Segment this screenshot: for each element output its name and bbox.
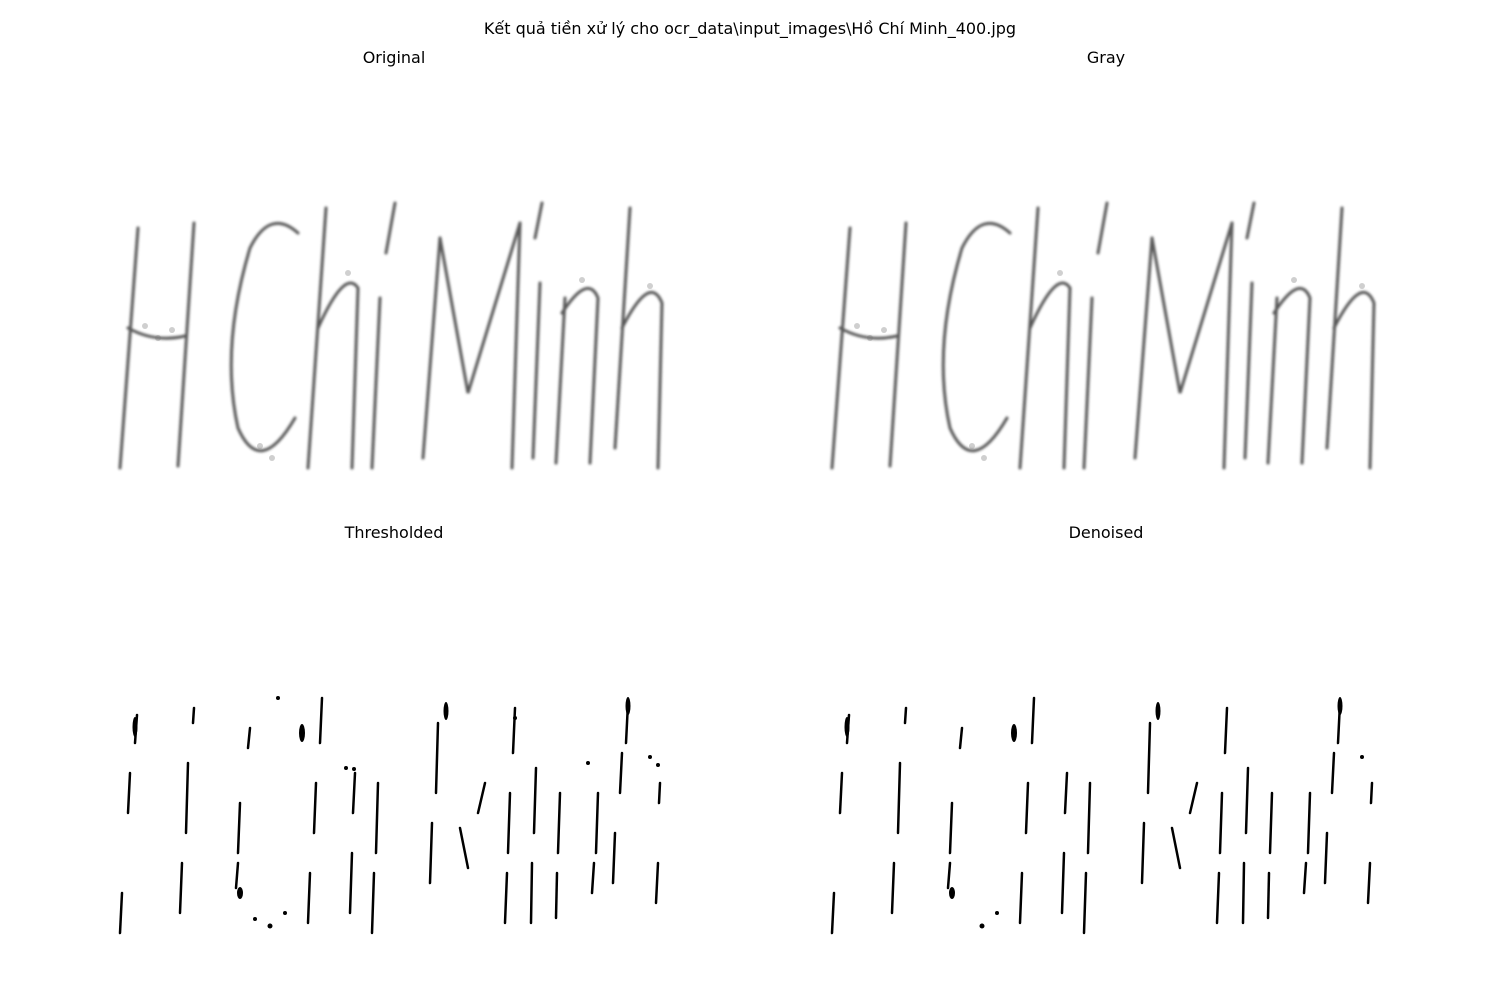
panel-title-gray: Gray — [1086, 48, 1126, 67]
denoised-fragments — [830, 696, 1374, 935]
panel-title-thresholded: Thresholded — [344, 523, 444, 542]
thresholded-image — [110, 653, 678, 988]
original-image — [110, 178, 678, 513]
panel-title-original: Original — [362, 48, 426, 67]
original-handwriting — [118, 201, 664, 470]
thresholded-fragments — [118, 696, 662, 935]
figure-suptitle: Kết quả tiền xử lý cho ocr_data\input_im… — [483, 19, 1017, 38]
denoised-image — [822, 653, 1390, 988]
panel-title-denoised: Denoised — [1068, 523, 1144, 542]
gray-handwriting — [830, 201, 1376, 470]
gray-image — [822, 178, 1390, 513]
